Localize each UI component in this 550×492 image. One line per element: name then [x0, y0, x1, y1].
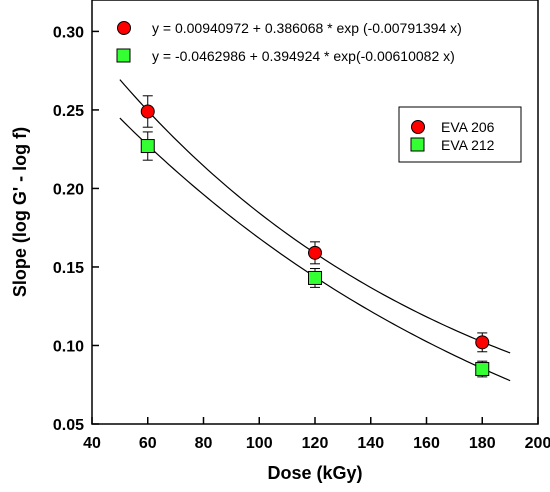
- equation-marker-eva-212: [116, 48, 131, 63]
- y-tick-label: 0.30: [53, 24, 84, 41]
- equation-marker-eva-206: [117, 21, 131, 35]
- data-point-series-1: [475, 335, 490, 350]
- x-axis-ticks: 40 60 80 100 120 140 160 180 200: [83, 417, 550, 452]
- legend-label-eva-206: EVA 206: [441, 119, 495, 135]
- x-tick-label: 120: [302, 435, 329, 452]
- data-point-series-2: [475, 362, 490, 377]
- y-tick-label: 0.15: [53, 260, 84, 277]
- x-tick-label: 200: [525, 435, 550, 452]
- y-axis-title: Slope (log G' - log f): [10, 127, 30, 297]
- legend-label-eva-212: EVA 212: [441, 137, 495, 153]
- x-tick-label: 180: [469, 435, 496, 452]
- y-tick-label: 0.20: [53, 181, 84, 198]
- equation-eva-212: y = -0.0462986 + 0.394924 * exp(-0.00610…: [152, 48, 455, 64]
- data-point-series-1: [308, 245, 322, 260]
- x-tick-label: 100: [246, 435, 273, 452]
- x-tick-label: 80: [195, 435, 213, 452]
- legend-marker-eva-206: [411, 120, 425, 134]
- x-tick-label: 140: [357, 435, 384, 452]
- x-tick-label: 60: [139, 435, 157, 452]
- legend: EVA 206 EVA 212: [398, 106, 522, 163]
- data-point-series-2: [308, 270, 322, 285]
- equation-eva-206: y = 0.00940972 + 0.386068 * exp (-0.0079…: [152, 20, 462, 36]
- x-axis-title: Dose (kGy): [267, 463, 362, 483]
- y-tick-label: 0.25: [53, 103, 84, 120]
- legend-marker-eva-212: [410, 137, 425, 152]
- data-point-series-2: [140, 139, 155, 154]
- data-point-series-1: [140, 104, 155, 119]
- y-tick-label: 0.10: [53, 338, 84, 355]
- data-markers: [140, 104, 490, 377]
- y-tick-label: 0.05: [53, 417, 84, 434]
- x-tick-label: 40: [83, 435, 101, 452]
- equation-annotations: y = 0.00940972 + 0.386068 * exp (-0.0079…: [116, 20, 462, 64]
- legend-box: [398, 106, 522, 163]
- x-tick-label: 160: [413, 435, 440, 452]
- y-axis-ticks: 0.05 0.10 0.15 0.20 0.25 0.30: [53, 24, 99, 434]
